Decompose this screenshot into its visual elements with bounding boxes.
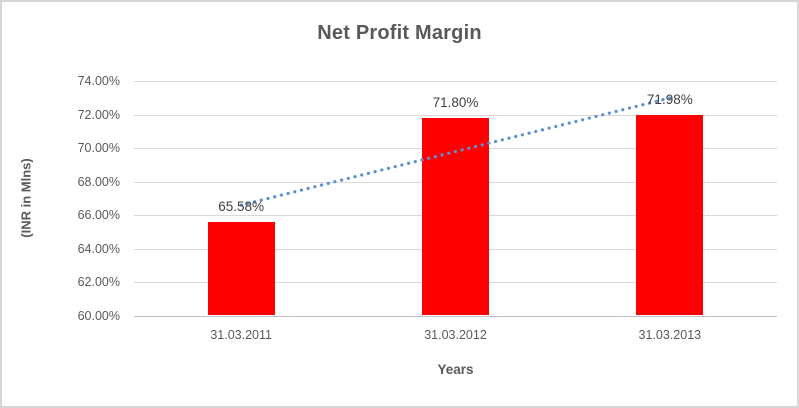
y-tick-label: 74.00% bbox=[77, 74, 120, 88]
chart-title: Net Profit Margin bbox=[317, 22, 482, 44]
y-tick-label: 64.00% bbox=[77, 241, 120, 256]
data-label: 65.58% bbox=[218, 199, 265, 215]
x-tick-label: 31.03.2012 bbox=[424, 328, 487, 342]
data-label: 71.98% bbox=[646, 91, 693, 107]
y-tick-label: 70.00% bbox=[77, 141, 120, 155]
y-tick-label: 68.00% bbox=[77, 174, 120, 189]
bar-31.03.2011[interactable] bbox=[207, 222, 275, 316]
y-axis-title: (INR in Mlns) bbox=[18, 158, 34, 238]
x-axis-title: Years bbox=[437, 362, 474, 377]
y-tick-label: 72.00% bbox=[77, 107, 120, 122]
x-axis-line bbox=[134, 316, 777, 317]
gridline bbox=[134, 81, 777, 82]
y-tick-label: 60.00% bbox=[77, 308, 120, 323]
bar-31.03.2012[interactable] bbox=[422, 117, 489, 316]
data-label: 71.80% bbox=[432, 94, 479, 110]
x-tick-label: 31.03.2013 bbox=[638, 328, 702, 342]
y-tick-label: 62.00% bbox=[77, 275, 120, 289]
y-tick-label: 66.00% bbox=[77, 208, 120, 222]
bar-31.03.2013[interactable] bbox=[636, 114, 704, 316]
x-tick-label: 31.03.2011 bbox=[210, 328, 272, 342]
